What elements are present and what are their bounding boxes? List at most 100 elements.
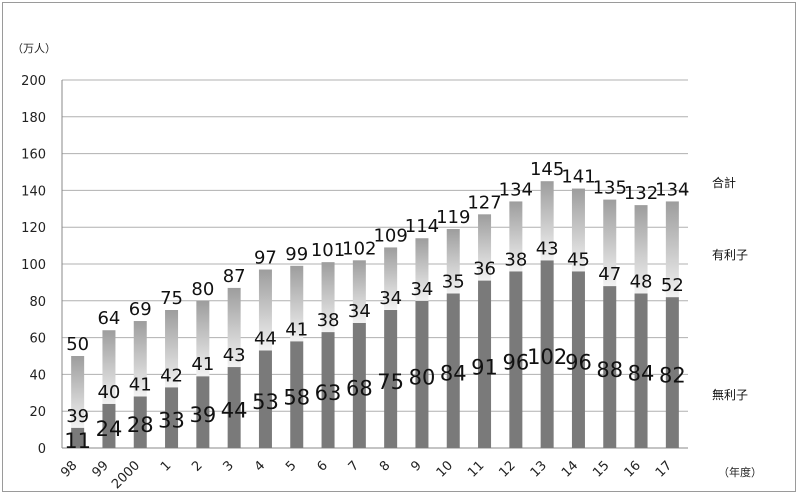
x-tick-label: 2000 <box>109 458 143 492</box>
data-label-total: 127 <box>467 192 501 213</box>
data-label-total: 99 <box>285 244 308 265</box>
bar-segment-mu-rishi <box>165 387 179 448</box>
y-tick-label: 100 <box>21 258 46 273</box>
data-label-mu-rishi: 82 <box>659 364 686 388</box>
y-tick-label: 180 <box>21 111 46 126</box>
bar-segment-mu-rishi <box>227 367 241 448</box>
data-label-total: 102 <box>342 238 376 259</box>
bar-segment-yu-rishi <box>478 214 492 281</box>
series-label-yu-rishi: 有利子 <box>712 248 748 262</box>
y-tick-label: 140 <box>21 184 46 199</box>
data-label-yu-rishi: 39 <box>66 406 89 427</box>
bars <box>71 181 679 448</box>
bar-segment-yu-rishi <box>509 201 523 272</box>
bar-segment-mu-rishi <box>321 332 335 448</box>
series-label-total: 合計 <box>712 175 736 190</box>
data-label-yu-rishi: 35 <box>442 271 465 292</box>
x-tick-label: 12 <box>496 458 518 480</box>
data-label-yu-rishi: 44 <box>254 328 277 349</box>
bar-segment-mu-rishi <box>290 341 304 448</box>
bar-segment-mu-rishi <box>634 293 648 448</box>
bar-segment-mu-rishi <box>509 271 523 448</box>
bar-segment-yu-rishi <box>165 310 179 388</box>
data-label-yu-rishi: 34 <box>410 279 433 300</box>
data-label-total: 134 <box>655 179 689 200</box>
x-tick-label: 5 <box>283 458 299 474</box>
data-label-total: 132 <box>624 183 658 204</box>
data-label-total: 87 <box>223 266 246 287</box>
x-axis-unit: （年度） <box>718 465 762 479</box>
data-label-total: 75 <box>160 288 183 309</box>
data-label-yu-rishi: 48 <box>630 271 653 292</box>
data-label-yu-rishi: 45 <box>567 249 590 270</box>
bar-segment-yu-rishi <box>71 356 85 428</box>
data-label-total: 141 <box>561 167 595 188</box>
data-label-mu-rishi: 84 <box>440 362 467 386</box>
bar-segment-mu-rishi <box>478 280 492 448</box>
bar-segment-yu-rishi <box>321 262 335 333</box>
y-axis-unit: （万人） <box>12 42 56 55</box>
data-label-total: 64 <box>97 308 120 329</box>
x-tick-label: 9 <box>408 458 424 474</box>
data-label-mu-rishi: 102 <box>527 345 567 369</box>
x-tick-label: 16 <box>622 458 644 480</box>
bar-segment-mu-rishi <box>196 376 210 448</box>
bar-segment-yu-rishi <box>102 330 116 404</box>
data-label-mu-rishi: 44 <box>221 399 248 423</box>
data-label-mu-rishi: 96 <box>502 351 529 375</box>
data-label-yu-rishi: 34 <box>379 288 402 309</box>
bar-segment-mu-rishi <box>603 286 617 448</box>
bar-segment-mu-rishi <box>258 350 272 448</box>
bar-segment-yu-rishi <box>196 300 210 377</box>
data-label-total: 134 <box>499 179 533 200</box>
x-tick-label: 8 <box>377 458 393 474</box>
bar-segment-yu-rishi <box>258 269 272 351</box>
x-tick-label: 6 <box>314 458 330 474</box>
data-label-yu-rishi: 34 <box>348 301 371 322</box>
bar-segment-yu-rishi <box>415 238 429 301</box>
data-label-mu-rishi: 11 <box>64 429 91 453</box>
data-label-total: 80 <box>191 279 214 300</box>
data-label-mu-rishi: 68 <box>346 376 373 400</box>
data-label-total: 50 <box>66 334 89 355</box>
bar-segment-mu-rishi <box>446 293 460 448</box>
bar-segment-mu-rishi <box>665 297 679 448</box>
bar-segment-yu-rishi <box>352 260 366 323</box>
data-label-mu-rishi: 80 <box>409 365 436 389</box>
bar-segment-mu-rishi <box>71 427 85 448</box>
data-label-total: 114 <box>405 216 439 237</box>
bar-segment-mu-rishi <box>384 310 398 448</box>
y-tick-label: 200 <box>21 74 46 89</box>
data-label-mu-rishi: 58 <box>283 386 310 410</box>
x-tick-label: 4 <box>252 458 268 474</box>
y-tick-label: 0 <box>38 442 46 457</box>
data-label-mu-rishi: 53 <box>252 390 279 414</box>
bar-segment-mu-rishi <box>540 260 554 448</box>
x-tick-label: 2 <box>189 458 205 474</box>
data-label-yu-rishi: 52 <box>661 275 684 296</box>
bar-segment-yu-rishi <box>571 188 585 272</box>
x-tick-label: 17 <box>653 458 675 480</box>
data-label-mu-rishi: 28 <box>127 413 154 437</box>
data-label-yu-rishi: 43 <box>536 238 559 259</box>
x-tick-label: 13 <box>528 458 550 480</box>
y-tick-label: 80 <box>29 295 46 310</box>
bar-segment-yu-rishi <box>133 321 147 397</box>
data-label-mu-rishi: 96 <box>565 351 592 375</box>
x-tick-label: 11 <box>465 458 487 480</box>
bar-segment-yu-rishi <box>227 287 241 368</box>
bar-segment-mu-rishi <box>133 396 147 448</box>
data-labels: 1139502440642841693342753941804443875344… <box>64 159 689 453</box>
data-label-yu-rishi: 41 <box>129 374 152 395</box>
data-label-mu-rishi: 75 <box>377 370 404 394</box>
data-label-mu-rishi: 39 <box>189 403 216 427</box>
bar-segment-yu-rishi <box>603 199 617 287</box>
x-tick-label: 3 <box>221 458 237 474</box>
bar-segment-mu-rishi <box>102 403 116 448</box>
bar-segment-mu-rishi <box>415 300 429 448</box>
data-label-mu-rishi: 84 <box>628 362 655 386</box>
data-label-mu-rishi: 91 <box>471 355 498 379</box>
data-label-mu-rishi: 88 <box>596 358 623 382</box>
y-tick-label: 20 <box>29 405 46 420</box>
